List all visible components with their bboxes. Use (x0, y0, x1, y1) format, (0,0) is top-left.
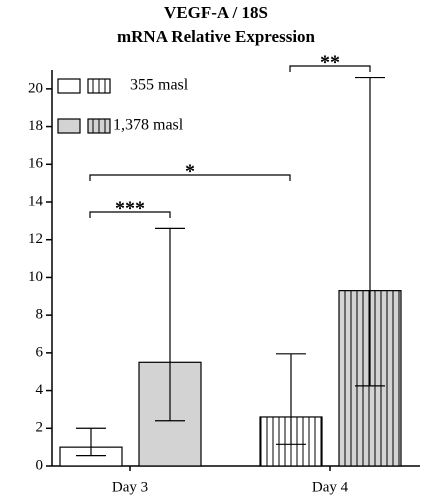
y-tick-label: 14 (28, 193, 44, 209)
y-tick-label: 12 (28, 231, 43, 247)
significance-label: * (185, 161, 195, 183)
legend-label: 1,378 masl (113, 117, 184, 134)
x-tick-label: Day 3 (112, 479, 148, 495)
y-tick-label: 6 (36, 344, 44, 360)
y-tick-label: 18 (28, 118, 43, 134)
significance-bracket (89, 211, 171, 218)
y-tick-label: 2 (36, 420, 44, 436)
significance-label: *** (115, 198, 145, 220)
legend-swatch (57, 78, 81, 94)
legend-swatch (57, 118, 81, 134)
y-tick-label: 8 (36, 307, 44, 323)
x-tick-label: Day 4 (312, 479, 349, 495)
y-tick-label: 10 (28, 269, 43, 285)
chart-title: VEGF-A / 18S (164, 3, 268, 22)
y-tick-label: 16 (28, 156, 44, 172)
significance-bracket (89, 174, 291, 181)
significance-label: ** (320, 52, 340, 74)
significance-bracket (289, 65, 371, 72)
legend-swatch (87, 118, 111, 134)
chart-title: mRNA Relative Expression (117, 27, 316, 46)
y-tick-label: 20 (28, 80, 43, 96)
legend-swatch (87, 78, 111, 94)
y-tick-label: 0 (36, 457, 44, 473)
y-tick-label: 4 (36, 382, 44, 398)
legend-label: 355 masl (130, 77, 189, 94)
